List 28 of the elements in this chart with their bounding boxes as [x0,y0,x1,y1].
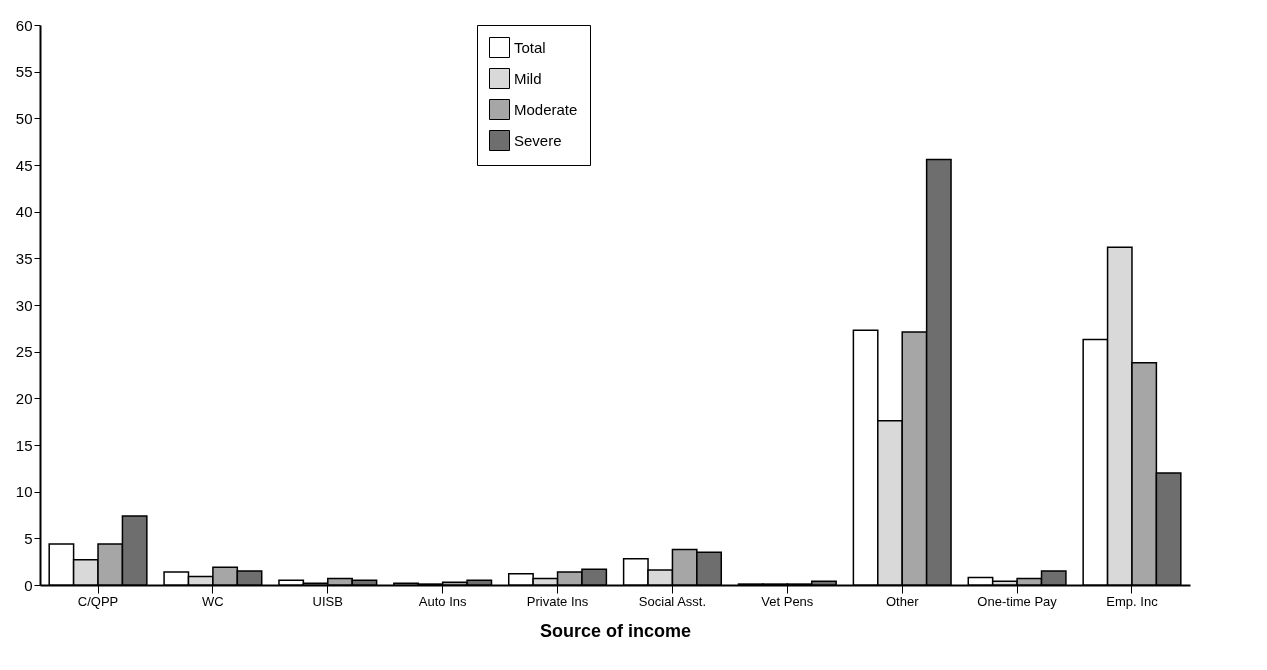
legend-label: Mild [514,69,542,87]
y-tick-label: 45 [15,156,33,174]
x-tick-label: Emp. Inc [1106,593,1159,609]
y-tick-label: 55 [15,63,33,81]
legend-label: Severe [514,131,562,149]
x-axis-title: Source of income [539,620,692,641]
y-tick-label: 50 [15,109,33,127]
y-tick-label: 35 [15,249,33,267]
y-tick-label: 60 [15,16,33,34]
y-tick-label: 10 [15,483,33,501]
y-tick-label: 0 [24,576,33,594]
y-tick-label: 20 [15,389,33,407]
x-tick-label: C/QPP [77,593,119,609]
x-tick-label: WC [202,593,224,609]
x-tick-label: One-time Pay [977,593,1058,609]
x-tick-label: Auto Ins [418,593,468,609]
y-tick-label: 40 [15,203,33,221]
y-tick-label: 30 [15,296,33,314]
x-tick-label: Other [885,593,920,609]
x-tick-label: Vet Pens [761,593,814,609]
x-tick-label: UISB [312,593,343,609]
legend-label: Total [514,38,546,56]
x-tick-label: Social Asst. [638,593,707,609]
x-tick-label: Private Ins [526,593,589,609]
y-tick-label: 5 [24,529,33,547]
y-tick-label: 15 [15,436,33,454]
y-tick-label: 25 [15,343,33,361]
legend-label: Moderate [514,100,578,118]
